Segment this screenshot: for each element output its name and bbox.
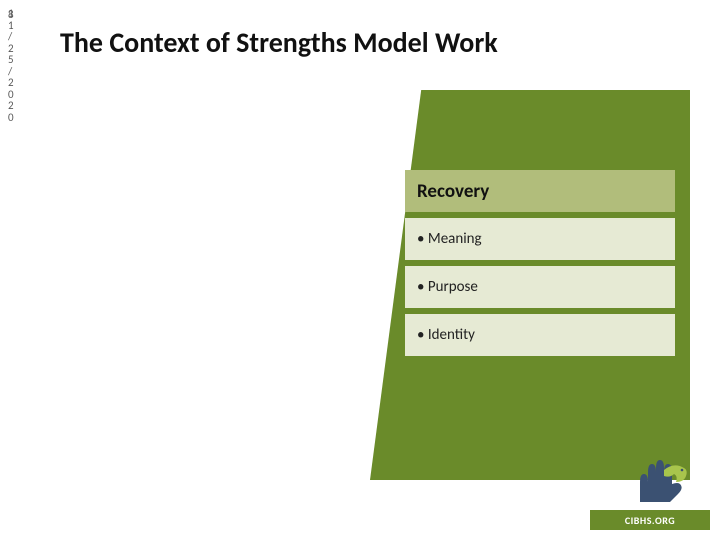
panel-item-label: Meaning [428,230,482,248]
logo-bar: CIBHS.ORG [590,510,710,530]
date-char: 5 [8,54,14,66]
bullet: • [417,278,428,296]
date-char: 1 [8,8,14,20]
bullet: • [417,326,428,344]
panel-item-label: Purpose [428,278,478,296]
date-char: / [8,31,14,43]
panel-header: Recovery [405,170,675,212]
panel-item: • Identity [405,314,675,356]
logo-icon [630,454,692,506]
bullet: • [417,230,428,248]
panel-item-label: Identity [428,326,475,344]
page-title: The Context of Strengths Model Work [60,25,690,60]
date-char: 0 [8,112,14,124]
slide: 8 1 1 / 2 5 / 2 0 2 0 The Context of Str… [0,0,720,540]
panel-item: • Purpose [405,266,675,308]
slide-date: 1 1 / 2 5 / 2 0 2 0 [8,8,14,123]
panel-item: • Meaning [405,218,675,260]
